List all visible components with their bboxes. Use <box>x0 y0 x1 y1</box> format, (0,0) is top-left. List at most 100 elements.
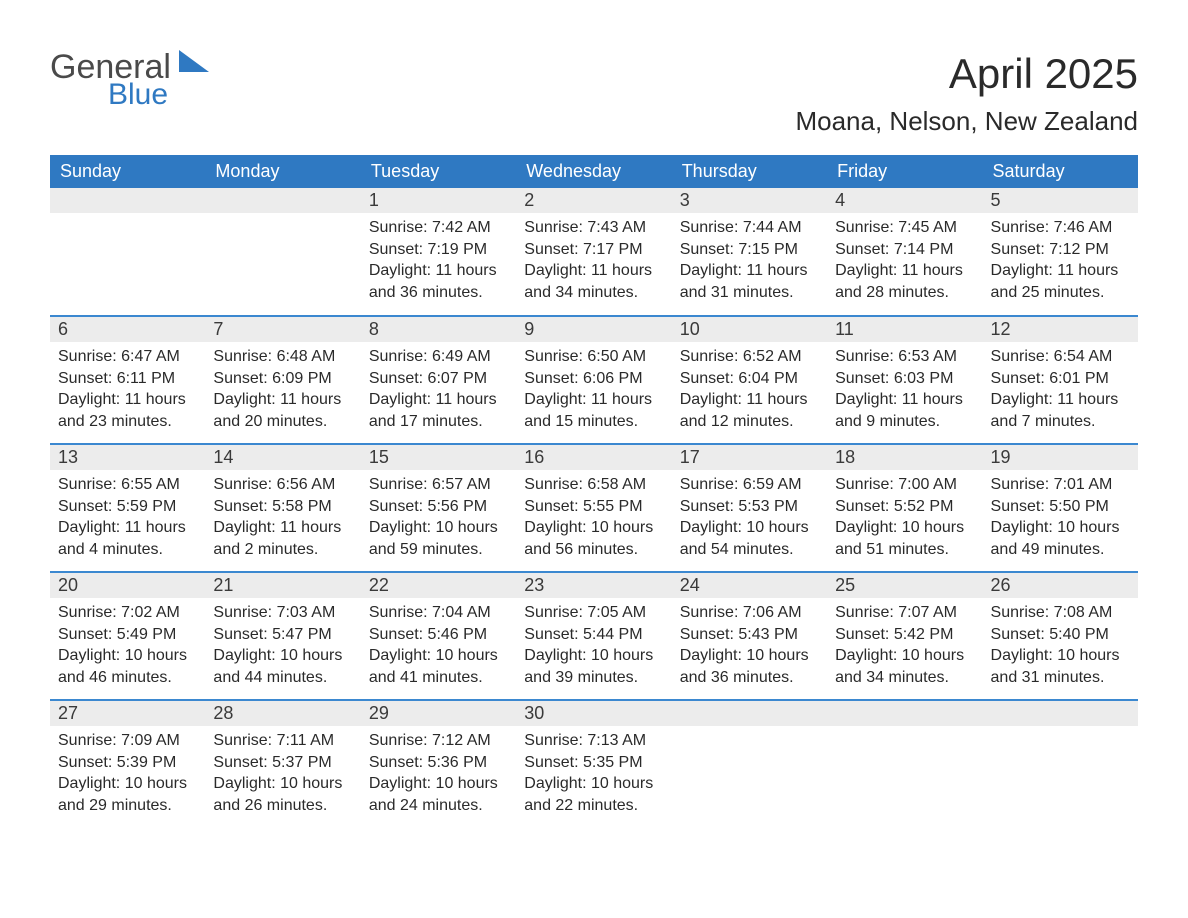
calendar-table: SundayMondayTuesdayWednesdayThursdayFrid… <box>50 155 1138 828</box>
day-line: Sunset: 5:43 PM <box>680 624 819 646</box>
week-row: 20Sunrise: 7:02 AMSunset: 5:49 PMDayligh… <box>50 572 1138 700</box>
day-line: Sunrise: 6:53 AM <box>835 346 974 368</box>
day-line: Sunset: 6:07 PM <box>369 368 508 390</box>
calendar-head: SundayMondayTuesdayWednesdayThursdayFrid… <box>50 155 1138 188</box>
day-line: Sunset: 5:56 PM <box>369 496 508 518</box>
day-cell: 26Sunrise: 7:08 AMSunset: 5:40 PMDayligh… <box>983 572 1138 700</box>
day-line: Daylight: 10 hours and 36 minutes. <box>680 645 819 688</box>
day-cell: 4Sunrise: 7:45 AMSunset: 7:14 PMDaylight… <box>827 188 982 316</box>
day-cell <box>672 700 827 828</box>
day-number: 25 <box>827 573 982 598</box>
day-line: Sunset: 5:59 PM <box>58 496 197 518</box>
day-cell: 7Sunrise: 6:48 AMSunset: 6:09 PMDaylight… <box>205 316 360 444</box>
day-line: Daylight: 11 hours and 31 minutes. <box>680 260 819 303</box>
day-content: Sunrise: 7:09 AMSunset: 5:39 PMDaylight:… <box>50 726 205 822</box>
day-line: Sunset: 7:19 PM <box>369 239 508 261</box>
day-content <box>983 726 1138 736</box>
day-cell: 10Sunrise: 6:52 AMSunset: 6:04 PMDayligh… <box>672 316 827 444</box>
day-line: Sunset: 7:12 PM <box>991 239 1130 261</box>
day-cell: 11Sunrise: 6:53 AMSunset: 6:03 PMDayligh… <box>827 316 982 444</box>
day-cell: 1Sunrise: 7:42 AMSunset: 7:19 PMDaylight… <box>361 188 516 316</box>
day-line: Daylight: 10 hours and 41 minutes. <box>369 645 508 688</box>
day-number: 28 <box>205 701 360 726</box>
day-cell: 5Sunrise: 7:46 AMSunset: 7:12 PMDaylight… <box>983 188 1138 316</box>
day-line: Sunset: 5:58 PM <box>213 496 352 518</box>
day-line: Sunrise: 6:52 AM <box>680 346 819 368</box>
day-line: Sunset: 5:37 PM <box>213 752 352 774</box>
day-line: Daylight: 10 hours and 31 minutes. <box>991 645 1130 688</box>
day-content: Sunrise: 7:03 AMSunset: 5:47 PMDaylight:… <box>205 598 360 694</box>
day-line: Sunrise: 7:04 AM <box>369 602 508 624</box>
day-line: Daylight: 10 hours and 26 minutes. <box>213 773 352 816</box>
week-row: 6Sunrise: 6:47 AMSunset: 6:11 PMDaylight… <box>50 316 1138 444</box>
day-number: 19 <box>983 445 1138 470</box>
day-number: 8 <box>361 317 516 342</box>
day-line: Sunrise: 6:57 AM <box>369 474 508 496</box>
day-content: Sunrise: 6:54 AMSunset: 6:01 PMDaylight:… <box>983 342 1138 438</box>
day-cell: 9Sunrise: 6:50 AMSunset: 6:06 PMDaylight… <box>516 316 671 444</box>
day-content: Sunrise: 7:06 AMSunset: 5:43 PMDaylight:… <box>672 598 827 694</box>
day-line: Sunset: 7:17 PM <box>524 239 663 261</box>
day-content: Sunrise: 7:42 AMSunset: 7:19 PMDaylight:… <box>361 213 516 309</box>
day-line: Sunrise: 7:45 AM <box>835 217 974 239</box>
day-line: Sunset: 5:39 PM <box>58 752 197 774</box>
day-line: Sunset: 6:03 PM <box>835 368 974 390</box>
day-content <box>205 213 360 223</box>
month-title: April 2025 <box>795 50 1138 98</box>
day-content: Sunrise: 7:01 AMSunset: 5:50 PMDaylight:… <box>983 470 1138 566</box>
day-cell: 24Sunrise: 7:06 AMSunset: 5:43 PMDayligh… <box>672 572 827 700</box>
day-cell: 13Sunrise: 6:55 AMSunset: 5:59 PMDayligh… <box>50 444 205 572</box>
day-line: Sunset: 6:01 PM <box>991 368 1130 390</box>
day-number: 6 <box>50 317 205 342</box>
week-row: 1Sunrise: 7:42 AMSunset: 7:19 PMDaylight… <box>50 188 1138 316</box>
day-number <box>50 188 205 213</box>
day-line: Sunrise: 7:05 AM <box>524 602 663 624</box>
day-header: Friday <box>827 155 982 188</box>
day-header: Saturday <box>983 155 1138 188</box>
day-content: Sunrise: 6:49 AMSunset: 6:07 PMDaylight:… <box>361 342 516 438</box>
day-line: Sunrise: 6:56 AM <box>213 474 352 496</box>
day-content: Sunrise: 7:05 AMSunset: 5:44 PMDaylight:… <box>516 598 671 694</box>
day-number: 29 <box>361 701 516 726</box>
location-subtitle: Moana, Nelson, New Zealand <box>795 106 1138 137</box>
day-content: Sunrise: 7:02 AMSunset: 5:49 PMDaylight:… <box>50 598 205 694</box>
day-content <box>50 213 205 223</box>
day-line: Sunset: 5:36 PM <box>369 752 508 774</box>
day-line: Sunrise: 6:50 AM <box>524 346 663 368</box>
day-line: Daylight: 11 hours and 34 minutes. <box>524 260 663 303</box>
day-content: Sunrise: 7:45 AMSunset: 7:14 PMDaylight:… <box>827 213 982 309</box>
day-cell: 28Sunrise: 7:11 AMSunset: 5:37 PMDayligh… <box>205 700 360 828</box>
day-content: Sunrise: 6:58 AMSunset: 5:55 PMDaylight:… <box>516 470 671 566</box>
week-row: 27Sunrise: 7:09 AMSunset: 5:39 PMDayligh… <box>50 700 1138 828</box>
day-line: Daylight: 10 hours and 22 minutes. <box>524 773 663 816</box>
day-line: Sunset: 5:42 PM <box>835 624 974 646</box>
day-line: Daylight: 11 hours and 23 minutes. <box>58 389 197 432</box>
day-cell: 3Sunrise: 7:44 AMSunset: 7:15 PMDaylight… <box>672 188 827 316</box>
day-line: Sunset: 5:44 PM <box>524 624 663 646</box>
day-line: Sunrise: 7:08 AM <box>991 602 1130 624</box>
day-content: Sunrise: 7:11 AMSunset: 5:37 PMDaylight:… <box>205 726 360 822</box>
day-content <box>672 726 827 736</box>
day-line: Sunset: 5:50 PM <box>991 496 1130 518</box>
day-content: Sunrise: 6:50 AMSunset: 6:06 PMDaylight:… <box>516 342 671 438</box>
day-line: Sunrise: 7:02 AM <box>58 602 197 624</box>
day-line: Daylight: 11 hours and 15 minutes. <box>524 389 663 432</box>
day-line: Daylight: 11 hours and 12 minutes. <box>680 389 819 432</box>
day-cell: 14Sunrise: 6:56 AMSunset: 5:58 PMDayligh… <box>205 444 360 572</box>
day-line: Sunset: 6:04 PM <box>680 368 819 390</box>
day-line: Daylight: 11 hours and 7 minutes. <box>991 389 1130 432</box>
day-line: Sunrise: 6:47 AM <box>58 346 197 368</box>
day-line: Daylight: 11 hours and 28 minutes. <box>835 260 974 303</box>
day-line: Daylight: 11 hours and 4 minutes. <box>58 517 197 560</box>
day-line: Daylight: 11 hours and 25 minutes. <box>991 260 1130 303</box>
day-number: 18 <box>827 445 982 470</box>
day-number: 2 <box>516 188 671 213</box>
day-number: 5 <box>983 188 1138 213</box>
day-line: Daylight: 10 hours and 39 minutes. <box>524 645 663 688</box>
day-content: Sunrise: 7:08 AMSunset: 5:40 PMDaylight:… <box>983 598 1138 694</box>
day-number: 20 <box>50 573 205 598</box>
day-cell: 2Sunrise: 7:43 AMSunset: 7:17 PMDaylight… <box>516 188 671 316</box>
day-content: Sunrise: 7:04 AMSunset: 5:46 PMDaylight:… <box>361 598 516 694</box>
day-line: Daylight: 10 hours and 24 minutes. <box>369 773 508 816</box>
day-line: Daylight: 10 hours and 49 minutes. <box>991 517 1130 560</box>
